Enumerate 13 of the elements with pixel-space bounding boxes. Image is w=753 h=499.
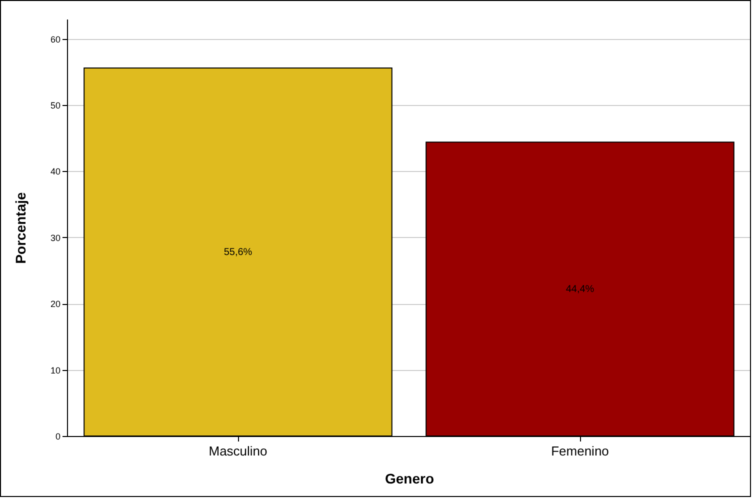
y-tick-label: 50 bbox=[50, 100, 60, 111]
y-tick-label: 30 bbox=[50, 232, 60, 243]
x-tick-label: Femenino bbox=[551, 444, 609, 458]
x-tick-label: Masculino bbox=[208, 444, 268, 458]
y-axis-title: Porcentaje bbox=[12, 192, 28, 264]
data-label: 44,4% bbox=[566, 284, 594, 296]
y-tick-label: 0 bbox=[55, 432, 60, 442]
data-label: 55,6% bbox=[224, 246, 252, 258]
y-tick-label: 10 bbox=[50, 365, 60, 376]
x-axis-title: Genero bbox=[384, 470, 434, 486]
y-tick-label: 20 bbox=[50, 299, 60, 310]
y-tick-label: 60 bbox=[50, 34, 60, 44]
y-tick-label: 40 bbox=[50, 166, 60, 177]
